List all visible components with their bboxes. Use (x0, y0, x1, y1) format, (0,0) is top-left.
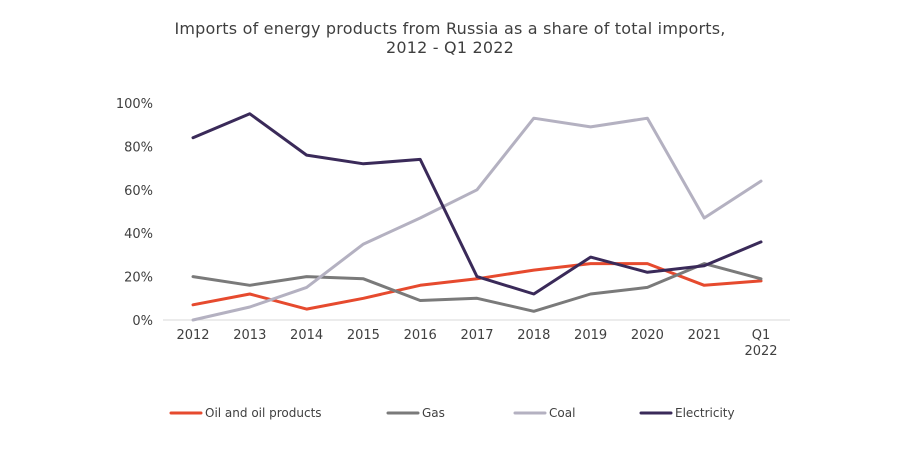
x-tick-label: 2014 (290, 328, 323, 343)
x-tick-label: 2020 (631, 328, 664, 343)
series-line-gas (191, 262, 763, 313)
chart-title-line-1: Imports of energy products from Russia a… (174, 19, 726, 38)
series-line-electricity (191, 112, 763, 296)
y-tick-label: 0% (132, 314, 153, 329)
y-tick-label: 80% (124, 140, 153, 155)
legend-label-coal: Coal (549, 406, 575, 420)
y-tick-label: 100% (116, 97, 153, 112)
legend: Oil and oil products Gas Coal Electricity (169, 406, 735, 420)
chart-title-line-2: 2012 - Q1 2022 (385, 38, 515, 57)
legend-label-gas: Gas (422, 406, 445, 420)
x-tick-label: 2021 (688, 328, 721, 343)
x-tick-label: 2012 (176, 328, 209, 343)
x-tick-label: 2019 (574, 328, 607, 343)
legend-label-electricity: Electricity (675, 406, 735, 420)
x-tick-label: 2015 (347, 328, 380, 343)
x-tick-label: 2016 (404, 328, 437, 343)
legend-label-oil-and-oil-products: Oil and oil products (205, 406, 322, 420)
y-tick-label: 20% (124, 271, 153, 286)
x-tick-label: Q1 2022 (744, 328, 777, 359)
x-tick-label: 2018 (517, 328, 550, 343)
y-tick-label: 60% (124, 184, 153, 199)
x-tick-label: 2013 (233, 328, 266, 343)
axes: 0% 20% 40% 60% 80% 100% 2012 2013 2014 2015 2016 20… (116, 97, 790, 359)
x-tick-label: 2017 (460, 328, 493, 343)
y-tick-label: 40% (124, 227, 153, 242)
series-line-coal (191, 116, 763, 322)
series-lines (191, 112, 763, 322)
